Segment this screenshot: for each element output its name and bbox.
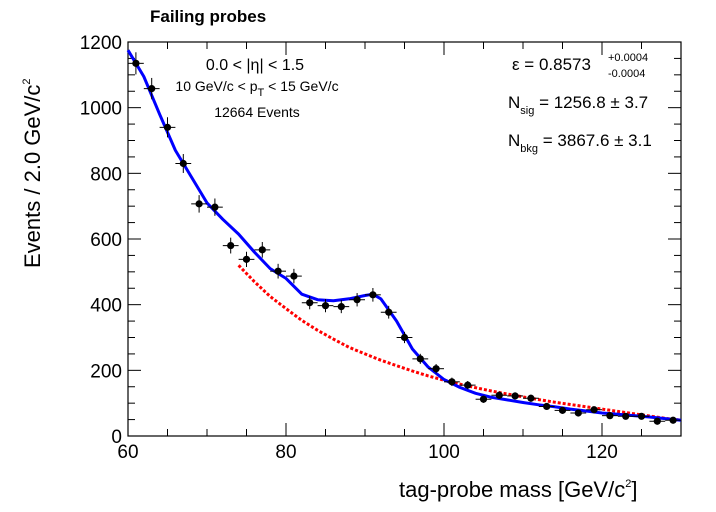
- data-marker: [211, 203, 219, 211]
- data-point: [333, 300, 350, 314]
- data-point: [412, 353, 429, 364]
- x-axis-title: tag-probe mass [GeV/c2]: [399, 477, 637, 502]
- data-point: [602, 412, 618, 420]
- y-tick-label: 200: [90, 361, 122, 382]
- data-point: [491, 391, 508, 399]
- data-point: [349, 293, 365, 307]
- data-marker: [637, 412, 646, 420]
- y-tick-label: 0: [111, 427, 122, 448]
- chart-title: Failing probes: [150, 7, 266, 26]
- efficiency-up-error: +0.0004: [608, 52, 648, 64]
- x-tick-label: 60: [117, 442, 138, 463]
- data-point: [586, 406, 602, 414]
- background-fit-series: [237, 264, 682, 422]
- x-tick-label: 120: [586, 442, 618, 463]
- data-marker: [400, 333, 409, 342]
- data-marker: [527, 394, 535, 402]
- x-tick-label: 80: [275, 442, 296, 463]
- data-point: [128, 52, 144, 75]
- data-marker: [574, 409, 582, 417]
- data-marker: [163, 123, 172, 131]
- data-marker: [511, 392, 519, 400]
- data-point: [270, 263, 286, 279]
- data-point: [301, 296, 318, 310]
- nsig-label: Nsig = 1256.8 ± 3.7: [508, 93, 648, 117]
- total-fit-series: [126, 49, 682, 422]
- y-tick-label: 400: [90, 296, 122, 317]
- data-marker: [622, 412, 630, 420]
- data-points-series: [128, 52, 681, 425]
- events-label: 12664 Events: [214, 104, 300, 120]
- data-marker: [353, 296, 361, 304]
- data-point: [444, 377, 460, 387]
- data-marker: [195, 200, 203, 208]
- pt-cut-label: 10 GeV/c < pT < 15 GeV/c: [175, 78, 338, 99]
- y-tick-label: 1000: [80, 99, 122, 120]
- data-point: [633, 412, 650, 420]
- data-point: [191, 195, 207, 213]
- data-marker: [385, 308, 393, 316]
- data-point: [143, 77, 160, 100]
- data-point: [570, 409, 587, 417]
- data-point: [554, 406, 571, 414]
- efficiency-down-error: -0.0004: [608, 68, 645, 80]
- data-point: [159, 117, 176, 138]
- data-point: [649, 417, 666, 425]
- data-point: [365, 288, 381, 302]
- data-marker: [464, 381, 472, 389]
- data-marker: [606, 412, 614, 420]
- data-point: [475, 395, 492, 403]
- data-marker: [274, 267, 282, 275]
- data-point: [254, 242, 271, 258]
- efficiency-label: ε = 0.8573: [512, 55, 591, 74]
- data-point: [523, 394, 539, 402]
- data-marker: [432, 365, 440, 373]
- data-point: [175, 154, 192, 173]
- y-axis-title: Events / 2.0 GeV/c2: [20, 78, 45, 268]
- data-point: [507, 392, 523, 400]
- eta-cut-label: 0.0 < |η| < 1.5: [206, 57, 304, 74]
- data-marker: [227, 241, 235, 250]
- data-marker: [543, 402, 551, 411]
- data-point: [317, 299, 334, 313]
- data-marker: [416, 355, 424, 363]
- background-fit-curve: [237, 264, 682, 422]
- x-tick-label: 100: [428, 442, 460, 463]
- data-marker: [558, 406, 567, 414]
- y-tick-label: 800: [90, 164, 122, 185]
- data-marker: [669, 416, 677, 424]
- data-marker: [306, 299, 314, 307]
- data-marker: [337, 303, 345, 311]
- y-tick-label: 1200: [80, 33, 122, 54]
- axis-ticks: 0 200 400 600 800 1000 1200 60 80 100 120: [80, 33, 682, 463]
- data-marker: [132, 59, 140, 67]
- data-point: [617, 412, 634, 420]
- data-point: [428, 363, 444, 374]
- data-marker: [369, 291, 377, 299]
- data-point: [459, 381, 476, 390]
- data-marker: [448, 378, 456, 386]
- y-tick-label: 600: [90, 230, 122, 251]
- data-point: [286, 268, 302, 284]
- data-marker: [479, 395, 488, 403]
- data-point: [538, 402, 555, 411]
- data-marker: [653, 417, 661, 425]
- data-marker: [290, 272, 298, 280]
- data-point: [380, 305, 397, 319]
- data-marker: [179, 159, 187, 168]
- data-marker: [148, 85, 156, 93]
- data-marker: [590, 406, 598, 414]
- nbkg-label: Nbkg = 3867.6 ± 3.1: [508, 131, 652, 155]
- data-point: [238, 251, 255, 267]
- data-marker: [258, 246, 266, 254]
- data-point: [665, 416, 681, 424]
- data-point: [222, 237, 239, 254]
- data-point: [396, 331, 413, 344]
- data-marker: [242, 255, 251, 263]
- data-marker: [321, 302, 330, 310]
- data-point: [207, 198, 223, 216]
- total-fit-curve: [126, 49, 682, 422]
- data-marker: [495, 391, 503, 399]
